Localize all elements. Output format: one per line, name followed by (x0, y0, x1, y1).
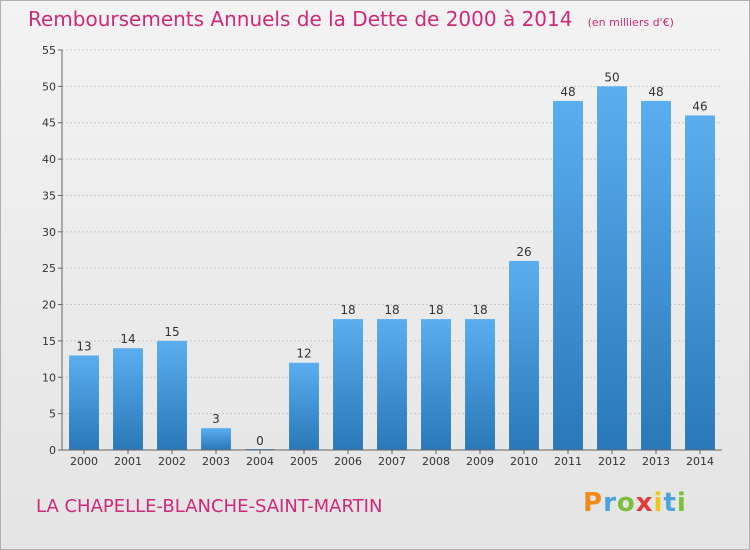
value-label: 18 (472, 303, 487, 317)
y-tick-label: 40 (42, 153, 56, 166)
bar (157, 340, 187, 450)
value-label: 15 (164, 325, 179, 339)
x-tick-label: 2004 (246, 455, 274, 468)
bar (289, 362, 319, 450)
logo-letter: t (663, 488, 677, 518)
x-tick-label: 2013 (642, 455, 670, 468)
value-label: 50 (604, 70, 619, 84)
bar-layer (69, 86, 715, 451)
value-label: 18 (384, 303, 399, 317)
x-tick-label: 2002 (158, 455, 186, 468)
logo-letter: P (583, 488, 604, 518)
x-tick-label: 2012 (598, 455, 626, 468)
chart-title: Remboursements Annuels de la Dette de 20… (28, 7, 573, 31)
y-tick-label: 55 (42, 44, 56, 57)
bar (69, 355, 99, 450)
x-tick-label: 2005 (290, 455, 318, 468)
proxiti-logo: Proxiti (583, 488, 687, 518)
bar (465, 319, 495, 450)
value-label: 12 (296, 347, 311, 361)
bar (333, 319, 363, 450)
y-tick-label: 30 (42, 226, 56, 239)
logo-letter: x (635, 488, 654, 518)
value-label: 48 (648, 85, 663, 99)
commune-name: LA CHAPELLE-BLANCHE-SAINT-MARTIN (36, 496, 383, 517)
value-label: 26 (516, 245, 531, 259)
value-label: 18 (428, 303, 443, 317)
bar (509, 260, 539, 450)
x-tick-label: 2007 (378, 455, 406, 468)
logo-letter: o (616, 488, 636, 518)
bar (553, 100, 583, 450)
x-tick-label: 2001 (114, 455, 142, 468)
value-label: 13 (76, 339, 91, 353)
x-tick-label: 2003 (202, 455, 230, 468)
bar (597, 86, 627, 450)
y-tick-label: 25 (42, 262, 56, 275)
x-tick-label: 2000 (70, 455, 98, 468)
x-tick-label: 2014 (686, 455, 714, 468)
logo-letter: r (603, 488, 617, 518)
value-label: 0 (256, 434, 264, 448)
value-label: 14 (120, 332, 135, 346)
bar (421, 319, 451, 450)
bar (113, 348, 143, 450)
y-tick-label: 45 (42, 117, 56, 130)
bar (201, 428, 231, 450)
y-tick-label: 35 (42, 189, 56, 202)
bar (377, 319, 407, 450)
logo-letter: i (653, 488, 664, 518)
value-label: 48 (560, 85, 575, 99)
y-tick-label: 5 (49, 408, 56, 421)
y-tick-label: 15 (42, 335, 56, 348)
value-label: 3 (212, 412, 220, 426)
y-tick-label: 20 (42, 299, 56, 312)
axis-layer: 0510152025303540455055132000142001152002… (42, 44, 722, 468)
y-tick-label: 0 (49, 444, 56, 457)
chart-unit: (en milliers d'€) (587, 16, 674, 29)
x-tick-label: 2010 (510, 455, 538, 468)
bar (685, 115, 715, 451)
x-tick-label: 2011 (554, 455, 582, 468)
x-tick-label: 2009 (466, 455, 494, 468)
x-tick-label: 2008 (422, 455, 450, 468)
x-tick-label: 2006 (334, 455, 362, 468)
y-tick-label: 10 (42, 371, 56, 384)
value-label: 46 (692, 99, 707, 113)
logo-letter: i (676, 488, 687, 518)
value-label: 18 (340, 303, 355, 317)
y-tick-label: 50 (42, 80, 56, 93)
bar (641, 100, 671, 450)
title-row: Remboursements Annuels de la Dette de 20… (28, 7, 674, 31)
